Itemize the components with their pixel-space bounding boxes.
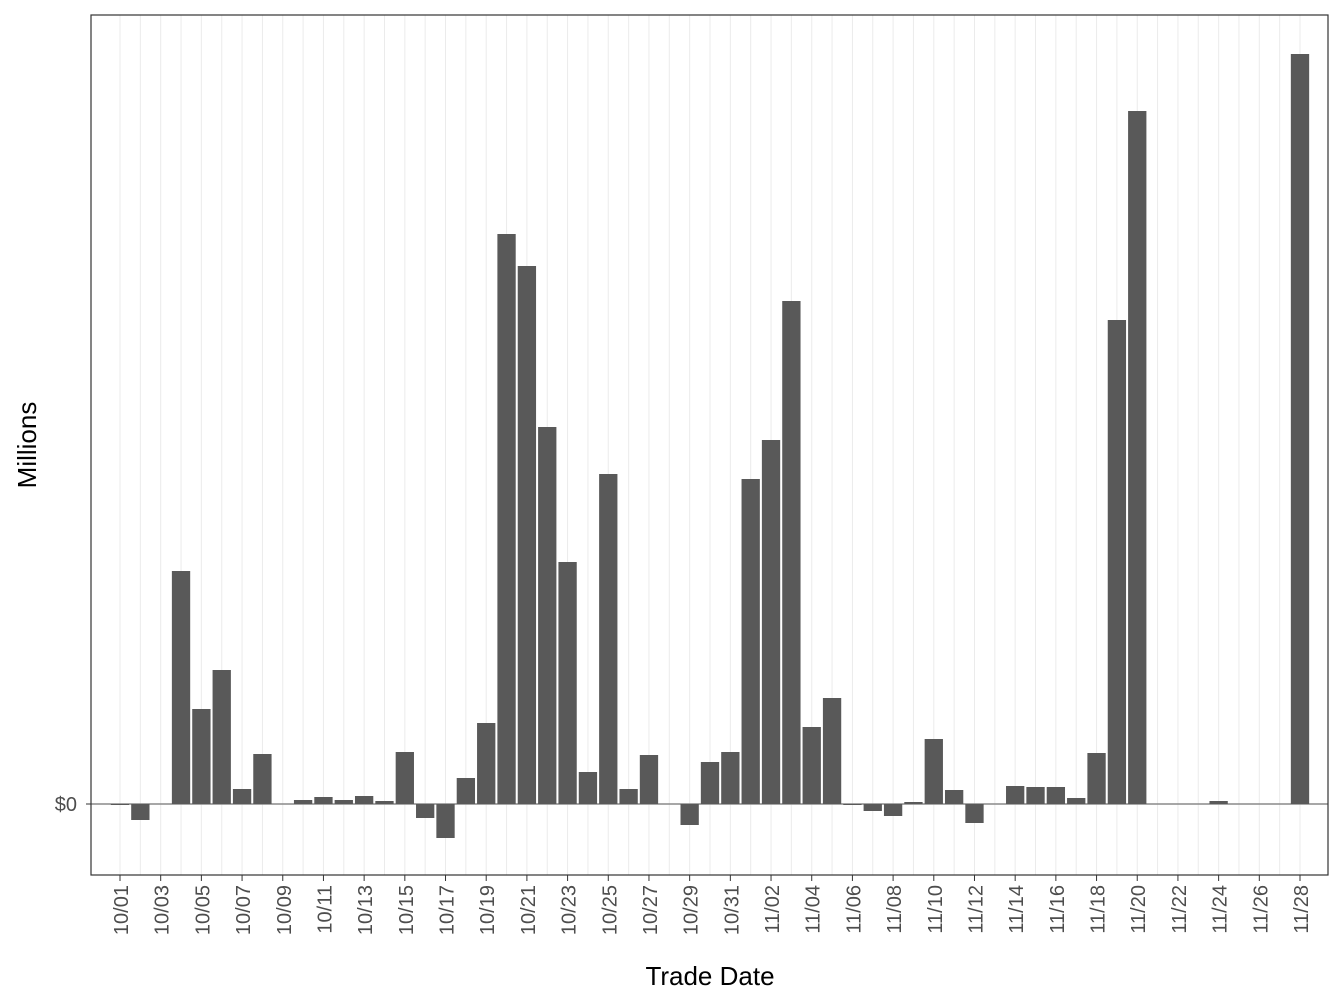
x-tick-label: 10/25 [599,885,621,935]
x-tick-label: 10/23 [559,885,581,935]
x-tick-label: 11/26 [1250,885,1272,934]
bar [334,800,353,804]
x-tick-label: 11/04 [803,885,825,934]
x-tick-label: 10/15 [396,885,418,935]
bar [253,754,272,804]
bar [741,479,760,804]
x-tick-label: 10/19 [477,885,499,935]
x-tick-label: 10/21 [518,885,540,935]
bar [497,234,516,804]
bar [538,427,557,804]
bar [863,804,882,811]
bar [1107,320,1127,804]
x-tick-label: 10/01 [111,885,133,935]
bar [354,796,374,804]
bar [232,789,252,804]
x-tick-label: 10/03 [152,885,174,935]
y-tick-label: $0 [55,794,77,816]
bar [436,804,455,838]
x-tick-label: 11/12 [965,885,987,934]
x-tick-label: 10/31 [721,885,743,935]
bar [192,709,211,804]
x-tick-label: 10/17 [437,885,459,935]
x-tick-label: 10/11 [314,885,336,934]
bar [1046,787,1066,804]
bar [131,804,150,820]
x-tick-label: 10/29 [681,885,703,935]
bar [1087,753,1106,804]
x-tick-label: 11/08 [884,885,906,934]
y-axis-title: Millions [12,402,42,489]
bar [1128,111,1147,804]
x-tick-label: 10/05 [192,885,214,935]
x-tick-label: 11/16 [1047,885,1069,934]
bar [822,698,842,804]
x-tick-label: 11/06 [843,885,865,934]
bar [761,440,781,804]
bar [944,790,964,804]
x-tick-label: 11/10 [925,885,947,934]
x-tick-label: 10/27 [640,885,662,935]
bar [375,801,394,804]
bar [680,804,699,825]
x-tick-label: 10/07 [233,885,255,935]
bar [619,789,638,804]
bar [883,804,903,816]
x-tick-label: 11/02 [762,885,784,934]
bar [212,670,231,804]
bar [802,727,821,804]
panel-border [90,14,1329,876]
bar [904,802,923,804]
x-tick-label: 11/28 [1291,885,1313,934]
bar [578,772,598,804]
bar [782,301,801,804]
x-tick-label: 11/14 [1006,885,1028,934]
bar [293,800,313,804]
x-tick-label: 11/24 [1210,885,1232,934]
bar [395,752,414,804]
bar [599,474,618,804]
x-tick-label: 11/22 [1169,885,1191,934]
bar [1006,786,1025,804]
bar [721,752,740,804]
bar [639,755,659,804]
x-tick-label: 11/20 [1128,885,1150,934]
bar [1026,787,1045,804]
bar [700,762,720,804]
bar [965,804,984,823]
x-tick-label: 10/09 [274,885,296,935]
bar [558,562,577,804]
bar [456,778,476,804]
bar [171,571,191,804]
bar [416,804,435,818]
bar [314,797,333,804]
bar [477,723,496,804]
x-tick-label: 11/18 [1088,885,1110,934]
x-axis-title: Trade Date [645,961,774,991]
bar [1290,54,1310,804]
bar [517,266,537,804]
x-tick-label: 10/13 [355,885,377,935]
bar [924,739,943,804]
bar [1209,801,1228,804]
bar [1067,798,1086,804]
